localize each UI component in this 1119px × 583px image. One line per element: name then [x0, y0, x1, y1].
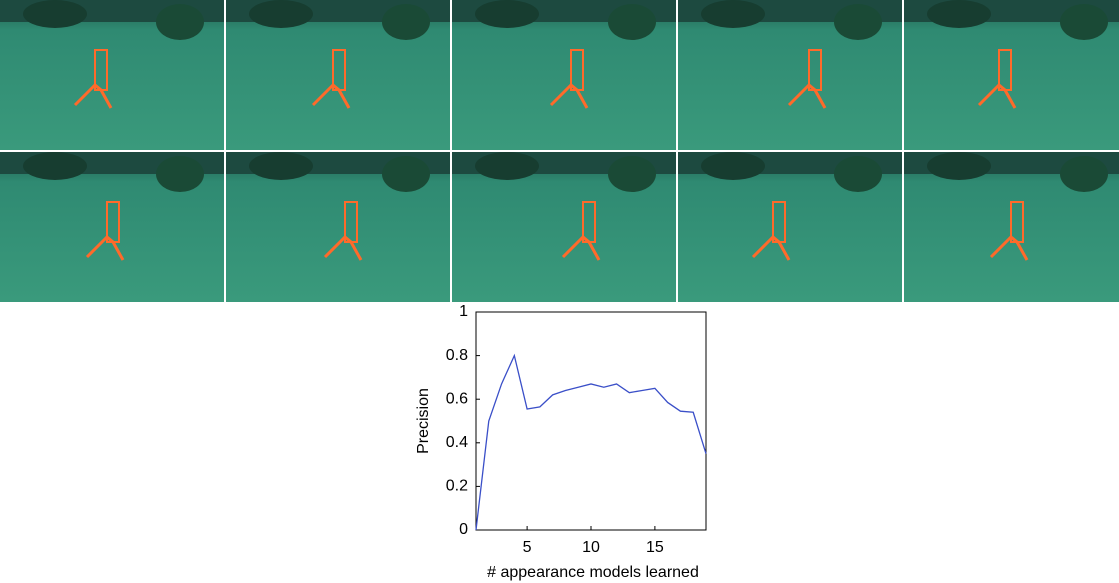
tree: [927, 0, 991, 28]
figure: # appearance models learned Precision 0 0…: [0, 0, 1119, 583]
y-axis-label: Precision: [415, 388, 432, 454]
tree: [23, 0, 87, 28]
y-tick-label: 1: [459, 303, 468, 320]
tree: [1060, 156, 1108, 192]
y-tick-label: 0: [459, 521, 468, 538]
photo-grid: [0, 0, 1119, 302]
x-tick-label: 10: [582, 539, 600, 556]
y-tick-label: 0.2: [446, 478, 468, 495]
tree: [382, 156, 430, 192]
plot-frame: [476, 312, 706, 530]
x-axis-label: # appearance models learned: [487, 564, 699, 581]
tree: [834, 156, 882, 192]
tree: [608, 156, 656, 192]
tree: [608, 4, 656, 40]
x-tick-label: 15: [646, 539, 664, 556]
tree: [834, 4, 882, 40]
tree: [249, 152, 313, 180]
x-tick-label: 5: [523, 539, 532, 556]
tree: [701, 0, 765, 28]
tree: [23, 152, 87, 180]
tree: [249, 0, 313, 28]
y-tick-label: 0.8: [446, 347, 468, 364]
tree: [475, 152, 539, 180]
tree: [1060, 4, 1108, 40]
y-tick-label: 0.4: [446, 434, 468, 451]
tree: [156, 4, 204, 40]
tree: [475, 0, 539, 28]
tree: [382, 4, 430, 40]
chart: # appearance models learned Precision 0 0…: [0, 0, 1119, 583]
tree: [927, 152, 991, 180]
y-tick-label: 0.6: [446, 390, 468, 407]
data-line: [476, 356, 706, 530]
tree: [156, 156, 204, 192]
tree: [701, 152, 765, 180]
